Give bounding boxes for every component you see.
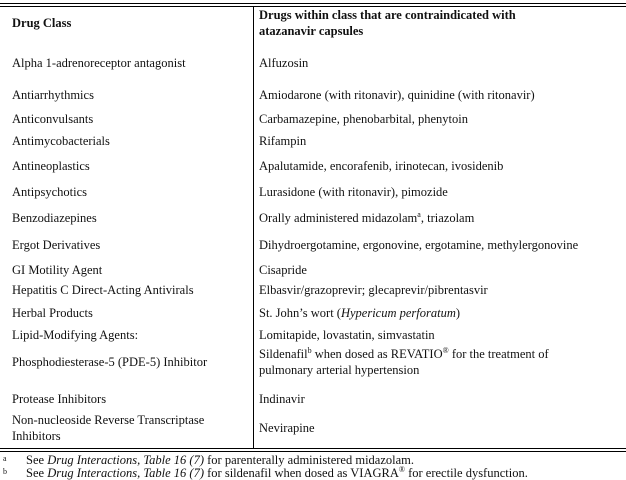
drugs-cell: Orally administered midazolama, triazola… — [259, 210, 474, 226]
footnote-ref: b — [307, 345, 312, 355]
drug-class: Antipsychotics — [12, 185, 87, 199]
drug-class: Protease Inhibitors — [12, 392, 107, 406]
drug-class-cell: Non-nucleoside Reverse Transcriptase Inhi… — [12, 412, 204, 444]
drugs-cell: Lomitapide, lovastatin, simvastatin — [259, 327, 435, 343]
footnote-reference: Drug Interactions, Table 16 (7) — [47, 466, 205, 480]
registered-mark: ® — [398, 464, 405, 474]
drugs: Rifampin — [259, 134, 307, 148]
drugs: for the treatment of — [448, 347, 549, 361]
drugs: Elbasvir/grazoprevir; glecaprevir/pibren… — [259, 283, 488, 297]
top-rule-2 — [0, 6, 626, 7]
drugs: Dihydroergotamine, ergonovine, ergotamin… — [259, 238, 579, 252]
drugs: ) — [455, 306, 461, 320]
drugs-cell: Nevirapine — [259, 420, 315, 436]
drugs: Nevirapine — [259, 421, 315, 435]
drugs: Lurasidone (with ritonavir), pimozide — [259, 185, 448, 199]
drugs: pulmonary arterial hypertension — [259, 363, 420, 377]
drug-class-cell: GI Motility Agent — [12, 262, 102, 278]
bottom-rule — [0, 448, 626, 449]
drugs-cell: Rifampin — [259, 133, 306, 149]
drug-class: Herbal Products — [12, 306, 93, 320]
footnote-ref: a — [417, 209, 421, 219]
drug-class: Inhibitors — [12, 429, 61, 443]
drugs-cell: Elbasvir/grazoprevir; glecaprevir/pibren… — [259, 282, 488, 298]
footnote-text: See — [26, 453, 48, 467]
drugs: , triazolam — [420, 211, 475, 225]
drugs: Orally administered midazolam — [259, 211, 418, 225]
drug-class: Benzodiazepines — [12, 211, 97, 225]
drugs: Carbamazepine, phenobarbital, phenytoin — [259, 112, 468, 126]
bottom-rule-2 — [0, 451, 626, 452]
drug-class-cell: Anticonvulsants — [12, 111, 93, 127]
drug-class: GI Motility Agent — [12, 263, 103, 277]
footnote-b: See Drug Interactions, Table 16 (7) for … — [26, 464, 528, 480]
registered-mark: ® — [442, 345, 449, 355]
drug-class: Non-nucleoside Reverse Transcriptase — [12, 413, 205, 427]
footnote-mark-a: a — [3, 454, 7, 463]
drug-class-cell: Benzodiazepines — [12, 210, 97, 226]
footnote-text: for parenterally administered midazolam. — [204, 453, 415, 467]
footnote-text: for sildenafil when dosed as VIAGRA — [204, 466, 399, 480]
drug-class-cell: Protease Inhibitors — [12, 391, 106, 407]
drug-class-cell: Alpha 1-adrenoreceptor antagonist — [12, 55, 186, 71]
footnote-reference: Drug Interactions, Table 16 (7) — [47, 453, 205, 467]
drug-class: Alpha 1-adrenoreceptor antagonist — [12, 56, 186, 70]
column-divider — [253, 7, 254, 448]
header-drugs-line1: Drugs within class that are contraindica… — [259, 8, 516, 22]
top-rule — [0, 3, 626, 4]
drugs: Sildenafil — [259, 347, 308, 361]
drugs-cell: Dihydroergotamine, ergonovine, ergotamin… — [259, 237, 578, 253]
drug-class-cell: Hepatitis C Direct-Acting Antivirals — [12, 282, 194, 298]
drugs: Alfuzosin — [259, 56, 309, 70]
drug-class-cell: Ergot Derivatives — [12, 237, 100, 253]
footnote-text: for erectile dysfunction. — [404, 466, 528, 480]
drug-class: Antiarrhythmics — [12, 88, 94, 102]
drug-class-cell: Antiarrhythmics — [12, 87, 94, 103]
drug-class: Antimycobacterials — [12, 134, 110, 148]
drug-class-cell: Antimycobacterials — [12, 133, 110, 149]
drugs-cell: Apalutamide, encorafenib, irinotecan, iv… — [259, 158, 503, 174]
drug-class-cell: Antineoplastics — [12, 158, 90, 174]
footnote-text: See — [26, 466, 48, 480]
drugs: when dosed as REVATIO — [311, 347, 443, 361]
drugs-cell: Lurasidone (with ritonavir), pimozide — [259, 184, 448, 200]
drugs: Amiodarone (with ritonavir), quinidine (… — [259, 88, 535, 102]
drugs-cell: Carbamazepine, phenobarbital, phenytoin — [259, 111, 468, 127]
drugs: St. John’s wort ( — [259, 306, 341, 320]
header-drugs-line2: atazanavir capsules — [259, 24, 364, 38]
drug-class: Lipid-Modifying Agents: — [12, 328, 139, 342]
drugs-latin-name: Hypericum perforatum — [340, 306, 456, 320]
header-drug-class: Drug Class — [12, 16, 72, 30]
drug-class-cell: Antipsychotics — [12, 184, 87, 200]
drugs: Lomitapide, lovastatin, simvastatin — [259, 328, 435, 342]
drugs: Indinavir — [259, 392, 305, 406]
drug-class-cell: Phosphodiesterase-5 (PDE-5) Inhibitor — [12, 354, 207, 370]
drug-class: Phosphodiesterase-5 (PDE-5) Inhibitor — [12, 355, 208, 369]
drugs-cell: St. John’s wort (Hypericum perforatum) — [259, 305, 460, 321]
drugs-cell: Sildenafilb when dosed as REVATIO® for t… — [259, 346, 549, 378]
footnote-a: See Drug Interactions, Table 16 (7) for … — [26, 454, 414, 467]
drugs-cell: Cisapride — [259, 262, 307, 278]
drug-class-cell: Lipid-Modifying Agents: — [12, 327, 138, 343]
drugs: Cisapride — [259, 263, 307, 277]
drug-class: Hepatitis C Direct-Acting Antivirals — [12, 283, 194, 297]
drug-class: Anticonvulsants — [12, 112, 94, 126]
drug-class: Ergot Derivatives — [12, 238, 101, 252]
drugs: Apalutamide, encorafenib, irinotecan, iv… — [259, 159, 504, 173]
drugs-cell: Alfuzosin — [259, 55, 308, 71]
drugs-cell: Indinavir — [259, 391, 305, 407]
footnote-mark-b: b — [3, 467, 7, 476]
drug-class: Antineoplastics — [12, 159, 90, 173]
drug-class-cell: Herbal Products — [12, 305, 93, 321]
drugs-cell: Amiodarone (with ritonavir), quinidine (… — [259, 87, 535, 103]
